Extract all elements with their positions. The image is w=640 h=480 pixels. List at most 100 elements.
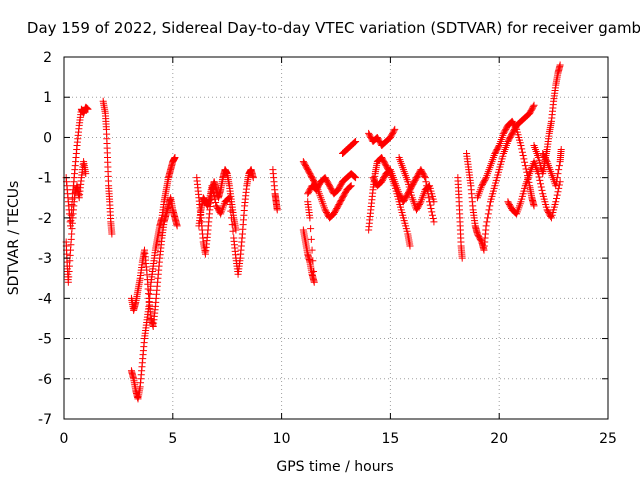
data-point: [420, 172, 428, 180]
data-point: [309, 257, 317, 265]
data-point: [529, 103, 537, 111]
data-point: [390, 127, 398, 135]
data-point: [556, 61, 564, 69]
data-point: [555, 166, 563, 174]
data-point: [547, 213, 555, 221]
data-point: [228, 221, 236, 229]
data-point: [171, 154, 179, 162]
data-point: [557, 146, 565, 154]
data-point: [518, 148, 526, 156]
data-point: [458, 254, 466, 262]
data-point: [486, 202, 494, 210]
data-point: [209, 185, 217, 193]
data-point: [307, 235, 315, 243]
x-tick-label: 25: [599, 431, 617, 447]
data-point: [351, 173, 359, 181]
y-tick-label: 2: [43, 50, 52, 66]
data-point: [484, 214, 492, 222]
data-point: [350, 172, 358, 180]
data-point: [208, 182, 216, 190]
data-point: [482, 222, 490, 230]
data-point: [352, 174, 360, 182]
x-tick-label: 15: [381, 431, 399, 447]
y-tick-label: -1: [38, 171, 52, 187]
data-point: [512, 124, 520, 132]
y-tick-label: -3: [38, 251, 52, 267]
tick-layer: 0 5 10 15 20 25 -7 -6 -5 -4 -3 -2 -1 0 1 2: [38, 50, 617, 447]
data-point: [553, 191, 561, 199]
data-point: [538, 186, 546, 194]
data-point: [310, 278, 318, 286]
data-point: [552, 182, 560, 190]
data-point: [530, 202, 538, 210]
y-tick-label: 1: [43, 90, 52, 106]
y-tick-label: 0: [43, 130, 52, 146]
data-point: [485, 206, 493, 214]
y-tick-label: -2: [38, 211, 52, 227]
data-point: [429, 215, 437, 223]
series-arc-3: [99, 97, 116, 238]
data-point: [517, 141, 525, 149]
data-point: [347, 182, 355, 190]
data-point: [308, 246, 316, 254]
series-arc-2: [62, 158, 90, 286]
series-arc-16: [395, 154, 438, 214]
x-tick-label: 20: [490, 431, 508, 447]
data-point: [352, 137, 360, 145]
series-arc-19: [473, 117, 538, 210]
data-point: [428, 211, 436, 219]
data-point: [552, 198, 560, 206]
series-arc-11: [304, 170, 360, 198]
data-point: [225, 194, 233, 202]
data-point: [430, 198, 438, 206]
series-arc-1: [62, 103, 92, 230]
data-point: [536, 176, 544, 184]
data-point: [542, 156, 550, 164]
data-point: [249, 174, 257, 182]
series-arc-5: [127, 194, 181, 330]
data-point: [522, 165, 530, 173]
data-point: [483, 218, 491, 226]
series-arc-18: [463, 101, 538, 254]
data-point: [553, 178, 561, 186]
data-point: [310, 268, 318, 276]
data-point: [307, 225, 315, 233]
data-point: [521, 158, 529, 166]
data-point: [406, 242, 414, 250]
data-point: [350, 139, 358, 147]
data-point: [421, 174, 429, 182]
data-point: [391, 125, 399, 133]
data-point: [108, 230, 116, 238]
x-tick-label: 10: [273, 431, 291, 447]
chart-title: Day 159 of 2022, Sidereal Day-to-day VTE…: [27, 19, 640, 37]
data-point: [553, 194, 561, 202]
grid-layer: [64, 57, 608, 419]
series-arc-8: [269, 166, 281, 214]
y-tick-label: -7: [38, 412, 52, 428]
data-point: [521, 162, 529, 170]
data-point: [555, 162, 563, 170]
series-arc-4: [127, 154, 179, 403]
data-point: [481, 175, 489, 183]
series-arc-17: [454, 174, 466, 262]
data-point: [425, 194, 433, 202]
data-point: [426, 201, 434, 209]
data-point: [494, 143, 502, 151]
data-point: [211, 195, 219, 203]
series-arc-14: [365, 125, 399, 149]
data-point: [416, 199, 424, 207]
data-point: [519, 152, 527, 160]
data-point: [273, 206, 281, 214]
x-tick-label: 0: [60, 431, 69, 447]
series-arc-15: [369, 166, 438, 226]
series-arc-12: [339, 137, 360, 158]
data-points-layer: [62, 61, 565, 403]
data-point: [232, 226, 240, 234]
data-point: [210, 192, 218, 200]
data-point: [225, 194, 233, 202]
data-point: [224, 195, 232, 203]
data-point: [422, 178, 430, 186]
data-point: [518, 145, 526, 153]
